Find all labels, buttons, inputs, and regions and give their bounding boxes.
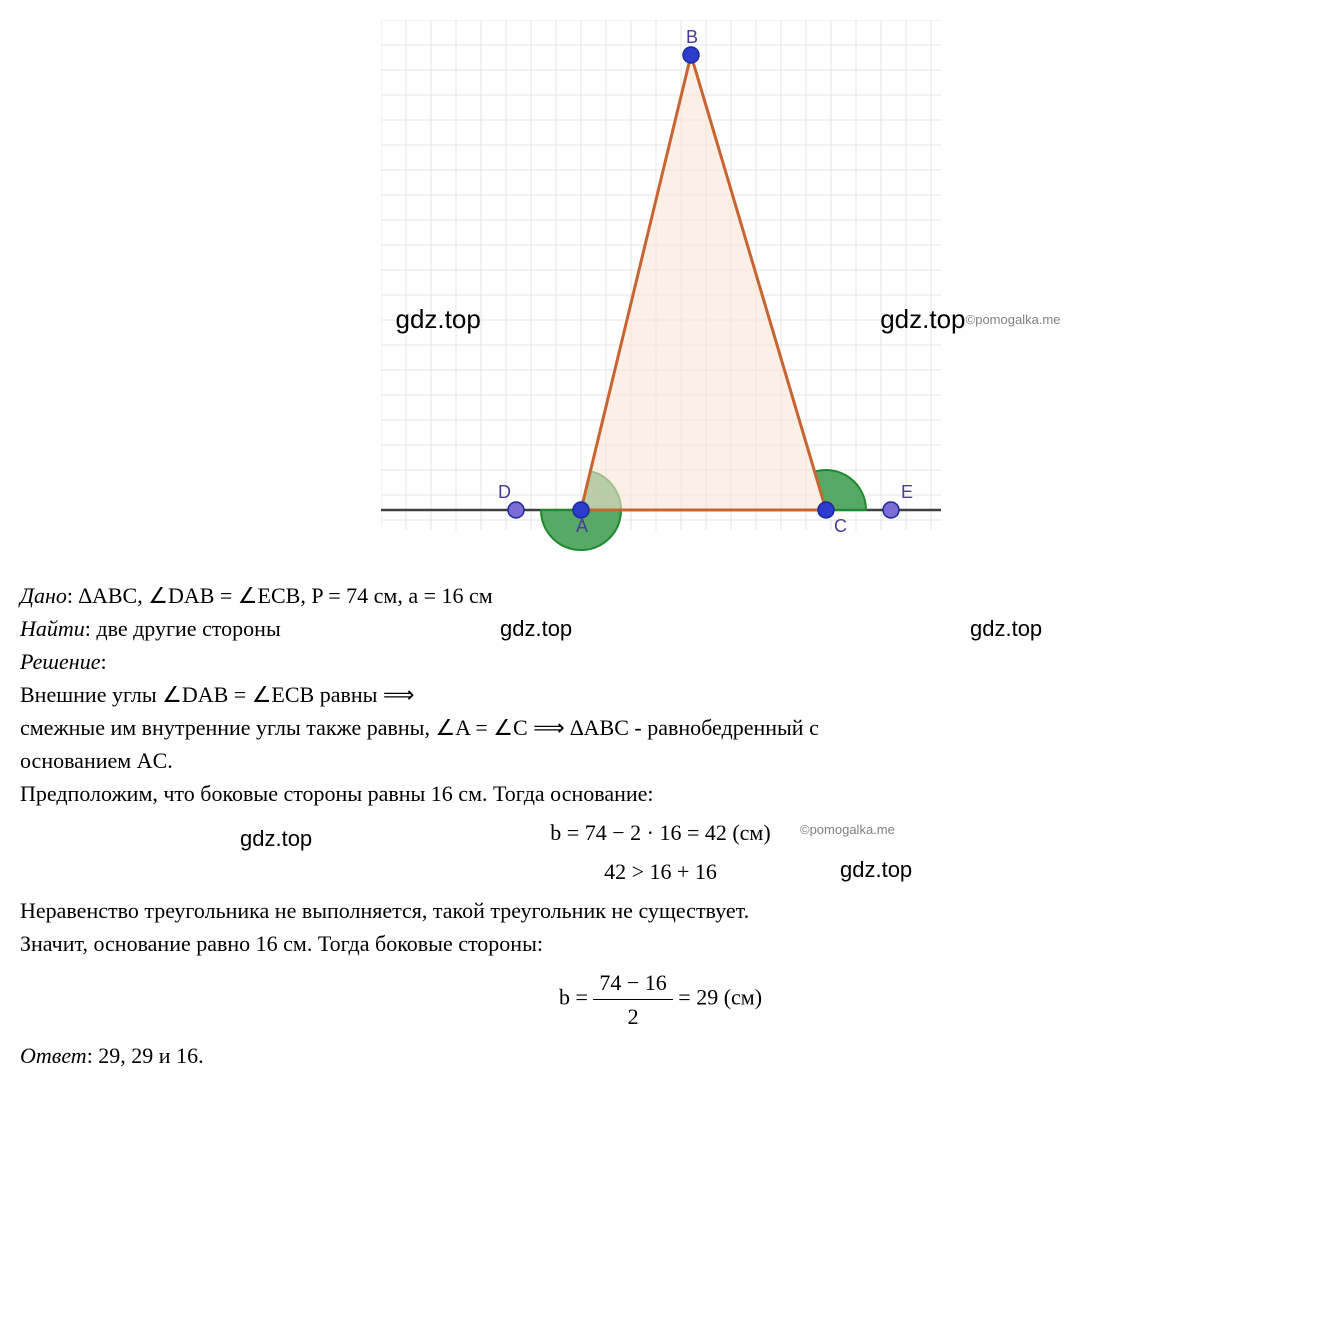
watermark-pomogalka-top: ©pomogalka.me	[966, 310, 1061, 330]
frac-den: 2	[593, 1000, 672, 1033]
wm-gdz-2: gdz.top	[970, 612, 1042, 645]
frac-lhs: b =	[559, 985, 593, 1010]
calc-block-1: gdz.top b = 74 − 2 · 16 = 42 (см) ©pomog…	[20, 816, 1301, 849]
fraction-line: b = 74 − 162 = 29 (см)	[20, 966, 1301, 1033]
calc-block-2: 42 > 16 + 16 gdz.top	[20, 855, 1301, 888]
wm-gdz-3: gdz.top	[240, 822, 312, 855]
diagram-container: D A B C E gdz.top gdz.top ©pomogalka.me	[20, 20, 1301, 569]
svg-text:B: B	[686, 27, 698, 47]
svg-text:A: A	[576, 516, 588, 536]
given-label: Дано	[20, 583, 67, 608]
answer-text: : 29, 29 и 16.	[87, 1043, 204, 1068]
frac-rhs: = 29 (см)	[673, 985, 762, 1010]
find-text: : две другие стороны	[85, 616, 281, 641]
line2: смежные им внутренние углы также равны, …	[20, 711, 1301, 744]
solution-colon: :	[100, 649, 106, 674]
overlay-left: gdz.top	[396, 300, 481, 339]
solution-line: Решение:	[20, 645, 1301, 678]
line1: Внешние углы ∠DAB = ∠ECB равны ⟹	[20, 678, 1301, 711]
calc1: b = 74 − 2 · 16 = 42 (см)	[550, 820, 770, 845]
line6: Значит, основание равно 16 см. Тогда бок…	[20, 927, 1301, 960]
frac-num: 74 − 16	[593, 966, 672, 1000]
wm-gdz-1: gdz.top	[500, 612, 572, 645]
answer-label: Ответ	[20, 1043, 87, 1068]
svg-text:D: D	[498, 482, 511, 502]
calc2: 42 > 16 + 16	[604, 859, 717, 884]
overlay-right: gdz.top	[880, 300, 965, 339]
given-line: Дано: ∆ABC, ∠DAB = ∠ECB, P = 74 см, a = …	[20, 579, 1301, 612]
diagram-wrap: DABCE gdz.top gdz.top ©pomogalka.me	[381, 20, 941, 569]
answer-line: Ответ: 29, 29 и 16.	[20, 1039, 1301, 1072]
wm-gdz-4: gdz.top	[840, 853, 912, 886]
find-line: Найти: две другие стороны gdz.top gdz.to…	[20, 612, 1301, 645]
fraction: 74 − 162	[593, 966, 672, 1033]
svg-text:E: E	[901, 482, 913, 502]
solution-label: Решение	[20, 649, 100, 674]
triangle-diagram: D A B C E	[381, 20, 941, 560]
content: Дано: ∆ABC, ∠DAB = ∠ECB, P = 74 см, a = …	[20, 579, 1301, 1072]
line4: Предположим, что боковые стороны равны 1…	[20, 777, 1301, 810]
svg-text:C: C	[834, 516, 847, 536]
line5: Неравенство треугольника не выполняется,…	[20, 894, 1301, 927]
line3: основанием AC.	[20, 744, 1301, 777]
find-label: Найти	[20, 616, 85, 641]
wm-pomogalka-2: ©pomogalka.me	[800, 820, 895, 840]
given-text: : ∆ABC, ∠DAB = ∠ECB, P = 74 см, a = 16 с…	[67, 583, 493, 608]
